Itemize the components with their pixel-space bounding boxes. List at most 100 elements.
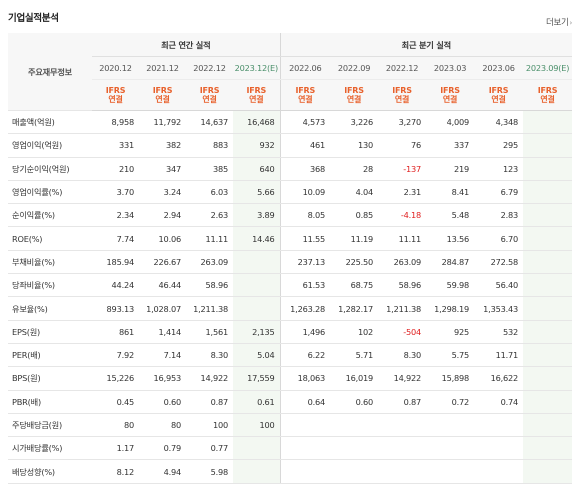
- ifrs-label: IFRS: [537, 85, 558, 95]
- table-cell: 932: [233, 133, 281, 158]
- table-cell: [523, 459, 573, 484]
- ifrs-badge: IFRS 연결: [474, 79, 524, 111]
- table-row: 부채비율(%) 185.94 226.67 263.09 237.13 225.50 263…: [8, 250, 573, 275]
- table-cell: 3.89: [233, 203, 281, 228]
- table-cell: 6.79: [474, 180, 524, 205]
- table-cell: 16,953: [139, 366, 186, 391]
- table-cell: 347: [139, 157, 186, 181]
- table-cell: 1,028.07: [139, 296, 186, 321]
- table-cell: -137: [378, 157, 427, 181]
- table-cell: [523, 413, 573, 438]
- table-cell: 7.14: [139, 343, 186, 368]
- table-cell: [523, 250, 573, 275]
- more-link[interactable]: 더보기›: [546, 16, 572, 28]
- period-header: 2022.12: [186, 56, 233, 80]
- table-cell: [523, 343, 573, 368]
- table-cell: 225.50: [330, 250, 379, 275]
- table-cell: 185.94: [92, 250, 139, 275]
- table-cell: 16,468: [233, 109, 281, 135]
- table-cell: 3,226: [330, 109, 379, 135]
- table-cell: 11.11: [186, 226, 233, 251]
- table-cell: [474, 436, 524, 461]
- table-cell: 130: [330, 133, 379, 158]
- table-cell: 2.94: [139, 203, 186, 228]
- table-cell: 15,898: [426, 366, 475, 391]
- table-cell: 4,348: [474, 109, 524, 135]
- table-cell: 861: [92, 320, 139, 344]
- table-row: PER(배) 7.92 7.14 8.30 5.04 6.22 5.71 8.30 5.75 11…: [8, 343, 573, 368]
- table-cell: 210: [92, 157, 139, 181]
- table-cell: 0.87: [186, 390, 233, 414]
- ifrs-badge: IFRS 연결: [279, 79, 331, 111]
- table-cell: 14,637: [186, 109, 233, 135]
- table-row: 영업이익률(%) 3.70 3.24 6.03 5.66 10.09 4.04 2.31 8.4…: [8, 180, 573, 205]
- table-row: 주당배당금(원) 80 80 100 100: [8, 413, 573, 438]
- table-cell: 337: [426, 133, 475, 158]
- table-cell: 5.48: [426, 203, 475, 228]
- table-cell: 28: [330, 157, 379, 181]
- row-label: 시가배당률(%): [8, 436, 92, 461]
- table-cell: [523, 157, 573, 181]
- table-cell: 100: [233, 413, 281, 438]
- table-cell: 1,353.43: [474, 296, 524, 321]
- table-cell: 3.70: [92, 180, 139, 205]
- table-cell: [523, 109, 573, 135]
- table-cell: [233, 250, 281, 275]
- table-cell: 8.41: [426, 180, 475, 205]
- consolidated-label: 연결: [249, 95, 264, 104]
- table-cell: 1,561: [186, 320, 233, 344]
- table-cell: 0.45: [92, 390, 139, 414]
- table-cell: 44.24: [92, 273, 139, 298]
- table-cell: 6.22: [279, 343, 331, 368]
- table-row: 영업이익(억원) 331 382 883 932 461 130 76 337 295: [8, 133, 573, 158]
- period-header: 2022.09: [330, 56, 379, 80]
- table-cell: [474, 413, 524, 438]
- consolidated-label: 연결: [346, 95, 362, 104]
- table-cell: -504: [378, 320, 427, 344]
- table-cell: 5.04: [233, 343, 281, 368]
- table-cell: 2.83: [474, 203, 524, 228]
- table-cell: 61.53: [279, 273, 331, 298]
- table-cell: 461: [279, 133, 331, 158]
- table-cell: 1,263.28: [279, 296, 331, 321]
- table-cell: 382: [139, 133, 186, 158]
- table-cell: [279, 413, 331, 438]
- table-cell: 46.44: [139, 273, 186, 298]
- table-cell: 17,559: [233, 366, 281, 391]
- consolidated-label: 연결: [155, 95, 170, 104]
- table-cell: 2.34: [92, 203, 139, 228]
- table-cell: 8.30: [378, 343, 427, 368]
- period-header: 2023.12(E): [233, 56, 281, 80]
- ifrs-label: IFRS: [440, 85, 460, 95]
- table-cell: [233, 459, 281, 484]
- table-cell: [330, 459, 379, 484]
- row-label: 유보율(%): [8, 296, 92, 321]
- row-label: 당좌비율(%): [8, 273, 92, 298]
- period-header: 2020.12: [92, 56, 139, 80]
- more-label: 더보기: [545, 18, 569, 28]
- ifrs-label: IFRS: [246, 85, 267, 95]
- table-cell: 16,019: [330, 366, 379, 391]
- table-row: 순이익률(%) 2.34 2.94 2.63 3.89 8.05 0.85 -4.18 5.48…: [8, 203, 573, 228]
- consolidated-label: 연결: [491, 95, 506, 104]
- table-cell: 925: [426, 320, 475, 344]
- table-cell: [523, 390, 573, 414]
- table-cell: 10.09: [279, 180, 331, 205]
- period-header: 2023.06: [474, 56, 524, 80]
- table-cell: 13.56: [426, 226, 475, 251]
- table-cell: 8.05: [279, 203, 331, 228]
- table-cell: 80: [92, 413, 139, 438]
- table-cell: 385: [186, 157, 233, 181]
- table-cell: [279, 436, 331, 461]
- consolidated-label: 연결: [442, 95, 458, 104]
- table-cell: 1,496: [279, 320, 331, 344]
- table-cell: 1,414: [139, 320, 186, 344]
- table-cell: 1,298.19: [426, 296, 475, 321]
- table-cell: [330, 413, 379, 438]
- table-cell: 883: [186, 133, 233, 158]
- row-label: 매출액(억원): [8, 109, 92, 135]
- table-cell: 263.09: [186, 250, 233, 275]
- table-cell: [523, 180, 573, 205]
- table-cell: 2.63: [186, 203, 233, 228]
